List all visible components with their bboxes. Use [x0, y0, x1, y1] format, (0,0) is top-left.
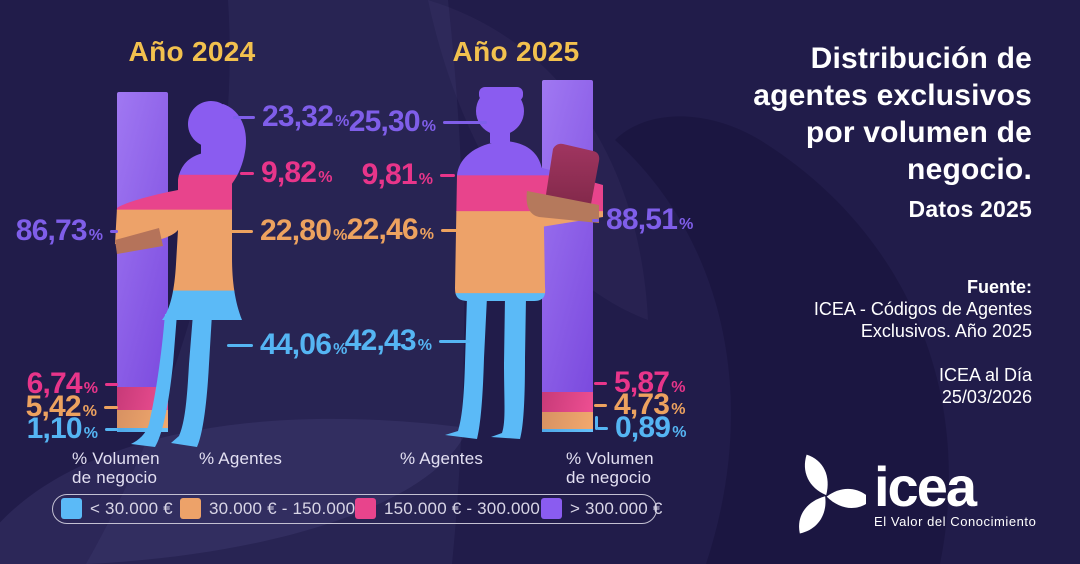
laptop-base-2025: [526, 191, 599, 223]
female-figure-2024: [115, 101, 247, 447]
publication-date: 25/03/2026: [941, 387, 1032, 407]
axis-volume-2025: % Volumen de negocio: [566, 449, 654, 487]
value-2025-agents-purple: 25,30%: [349, 105, 487, 139]
legend-swatch-pink: [355, 498, 376, 519]
page-title: Distribución de agentes exclusivos por v…: [753, 42, 1032, 222]
value-2025-volume-pink: 5,87%: [594, 366, 685, 400]
value-2025-agents-blue: 42,43%: [345, 324, 470, 358]
icea-logo: icea El Valor del Conocimiento: [786, 452, 1036, 540]
male-figure-2025: [445, 87, 603, 439]
legend-item-gt-300000: > 300.000 €: [541, 498, 662, 519]
legend-item-30000-150000: 30.000 € - 150.000 €: [180, 498, 370, 519]
value-2025-volume-blue: 0,89%: [595, 411, 686, 445]
axis-agents-2024: % Agentes: [199, 449, 283, 468]
laptop-base-2024: [115, 228, 163, 254]
value-2024-agents-pink: 9,82%: [240, 156, 332, 190]
icea-logo-name: icea: [874, 455, 977, 518]
value-2025-agents-orange: 22,46%: [347, 213, 458, 247]
value-2024-volume-orange: 5,42%: [26, 390, 118, 424]
value-2024-volume-blue: 1,10%: [27, 412, 118, 446]
legend: < 30.000 € 30.000 € - 150.000 € 150.000 …: [52, 494, 662, 524]
legend-item-150000-300000: 150.000 € - 300.000 €: [355, 498, 555, 519]
page-subtitle: Datos 2025: [908, 196, 1032, 222]
value-2024-agents-purple: 23,32%: [233, 100, 349, 134]
value-2024-agents-blue: 44,06%: [227, 328, 347, 362]
axis-volume-2024: % Volumen de negocio: [72, 449, 160, 487]
legend-swatch-blue: [61, 498, 82, 519]
source-heading: Fuente:: [967, 277, 1032, 297]
icea-logo-icon: [799, 454, 866, 534]
legend-swatch-orange: [180, 498, 201, 519]
legend-swatch-purple: [541, 498, 562, 519]
value-2024-agents-orange: 22,80%: [230, 214, 347, 248]
source-block: Fuente: ICEA - Códigos de Agentes Exclus…: [813, 277, 1032, 341]
value-2025-volume-purple: 88,51%: [592, 203, 693, 237]
year-title-2025: Año 2025: [452, 36, 580, 67]
icea-logo-tagline: El Valor del Conocimiento: [874, 514, 1037, 529]
value-2024-volume-purple: 86,73%: [16, 214, 118, 248]
value-2025-volume-orange: 4,73%: [594, 388, 685, 422]
volume-bar-2025: [542, 80, 593, 432]
value-2024-volume-pink: 6,74%: [27, 367, 118, 401]
legend-item-lt-30000: < 30.000 €: [61, 498, 173, 519]
axis-agents-2025: % Agentes: [400, 449, 484, 468]
publication-name: ICEA al Día: [938, 365, 1032, 385]
year-title-2024: Año 2024: [128, 36, 256, 67]
publication-block: ICEA al Día 25/03/2026: [939, 364, 1032, 408]
value-2025-agents-pink: 9,81%: [362, 158, 455, 192]
